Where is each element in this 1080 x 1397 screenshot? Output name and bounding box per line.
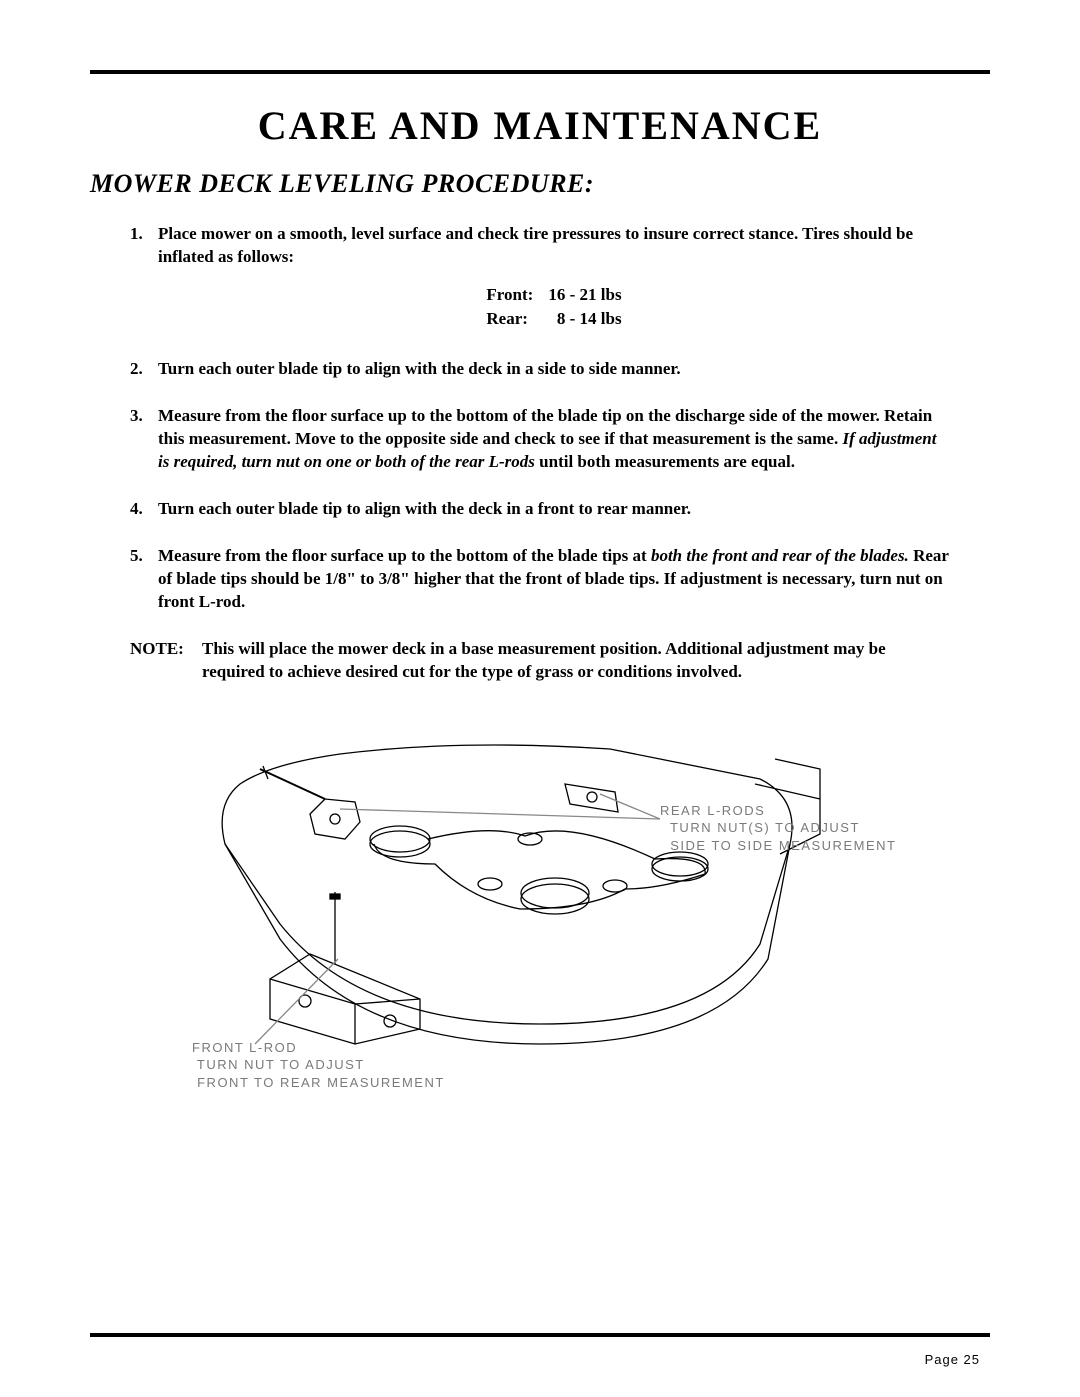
step-text: Turn each outer blade tip to align with … xyxy=(158,358,950,381)
step-body: Place mower on a smooth, level surface a… xyxy=(158,223,950,334)
step-number: 3. xyxy=(130,405,158,474)
tire-pressure-block: Front: 16 - 21 lbs Rear: 8 - 14 lbs xyxy=(158,283,950,331)
note-text: This will place the mower deck in a base… xyxy=(202,638,950,684)
step-text: Place mower on a smooth, level surface a… xyxy=(158,224,913,266)
rear-pressure-label: Rear: xyxy=(486,307,548,331)
front-pressure-label: Front: xyxy=(486,283,548,307)
step-number: 2. xyxy=(130,358,158,381)
page-title: CARE AND MAINTENANCE xyxy=(90,102,990,149)
front-pressure-value: 16 - 21 lbs xyxy=(548,283,621,307)
step-3: 3. Measure from the floor surface up to … xyxy=(130,405,950,474)
step-text-a: Measure from the floor surface up to the… xyxy=(158,546,651,565)
mower-deck-diagram: REAR L-RODS TURN NUT(S) TO ADJUST SIDE T… xyxy=(160,724,920,1104)
front-l-rod-label: FRONT L-ROD TURN NUT TO ADJUST FRONT TO … xyxy=(192,1039,445,1092)
step-number: 4. xyxy=(130,498,158,521)
step-text-italic: both the front and rear of the blades. xyxy=(651,546,909,565)
step-number: 5. xyxy=(130,545,158,614)
note-block: NOTE: This will place the mower deck in … xyxy=(130,638,950,684)
diagram-container: REAR L-RODS TURN NUT(S) TO ADJUST SIDE T… xyxy=(130,724,950,1104)
page-number: Page 25 xyxy=(925,1352,980,1367)
top-rule xyxy=(90,70,990,74)
step-number: 1. xyxy=(130,223,158,334)
step-text-b: until both measurements are equal. xyxy=(539,452,795,471)
step-4: 4. Turn each outer blade tip to align wi… xyxy=(130,498,950,521)
step-2: 2. Turn each outer blade tip to align wi… xyxy=(130,358,950,381)
rear-l-rod-label: REAR L-RODS TURN NUT(S) TO ADJUST SIDE T… xyxy=(660,802,896,855)
bottom-rule xyxy=(90,1333,990,1337)
step-body: Measure from the floor surface up to the… xyxy=(158,405,950,474)
step-text-a: Measure from the floor surface up to the… xyxy=(158,406,932,448)
step-text: Turn each outer blade tip to align with … xyxy=(158,498,950,521)
step-5: 5. Measure from the floor surface up to … xyxy=(130,545,950,614)
section-heading: MOWER DECK LEVELING PROCEDURE: xyxy=(90,169,990,199)
step-body: Measure from the floor surface up to the… xyxy=(158,545,950,614)
content-area: 1. Place mower on a smooth, level surfac… xyxy=(90,223,990,1104)
step-1: 1. Place mower on a smooth, level surfac… xyxy=(130,223,950,334)
rear-pressure-value: 8 - 14 lbs xyxy=(548,307,621,331)
note-label: NOTE: xyxy=(130,638,202,684)
